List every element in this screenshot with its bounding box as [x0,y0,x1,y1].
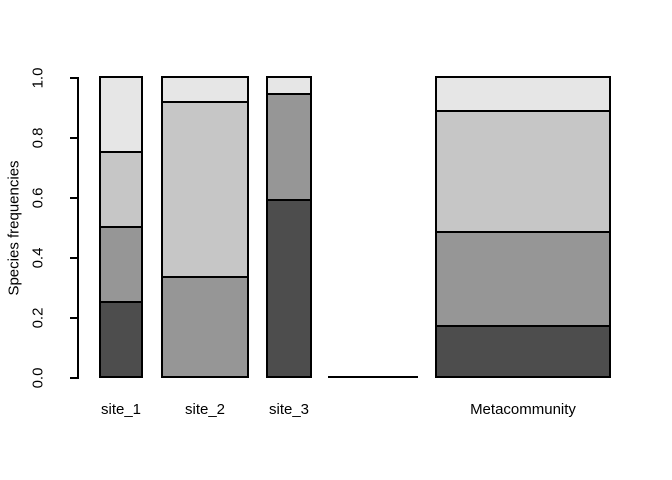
bar-segment-site_2-species-2-medium [161,276,249,378]
x-axis-label-site_2: site_2 [184,401,226,418]
bar-segment-site_3-species-1-darkest [266,199,312,378]
y-axis-tick-label: 0.8 [29,127,47,149]
y-axis-tick [70,317,77,319]
x-axis-label-site_1: site_1 [100,401,142,418]
y-axis-title: Species frequencies [5,160,23,296]
x-axis-label-site_3: site_3 [268,401,310,418]
bar-segment-site_2-species-4-lightest [161,76,249,104]
y-axis-tick-label: 0.0 [29,367,47,389]
bar-segment-Metacommunity-species-2-medium [435,231,611,327]
bar-segment-Metacommunity-species-1-darkest [435,325,611,378]
zero-height-bar [328,376,418,378]
x-axis-label-Metacommunity: Metacommunity [470,401,576,418]
bar-segment-site_1-species-1-darkest [99,301,143,378]
bar-segment-site_2-species-3-light [161,101,249,279]
bar-segment-site_3-species-4-lightest [266,76,312,95]
y-axis-tick [70,377,77,379]
bar-segment-site_1-species-3-light [99,151,143,228]
bar-segment-site_3-species-2-medium [266,92,312,201]
y-axis-tick-label: 0.2 [29,307,47,329]
y-axis-tick [70,257,77,259]
y-axis-tick [70,77,77,79]
bar-segment-site_1-species-4-lightest [99,76,143,153]
y-axis-tick [70,197,77,199]
y-axis-line [77,77,79,379]
bar-segment-site_1-species-2-medium [99,226,143,303]
y-axis-tick-label: 0.6 [29,187,47,209]
bar-segment-Metacommunity-species-4-lightest [435,76,611,112]
bar-segment-Metacommunity-species-3-light [435,109,611,234]
y-axis-tick [70,137,77,139]
y-axis-tick-label: 1.0 [29,67,47,89]
y-axis-tick-label: 0.4 [29,247,47,269]
